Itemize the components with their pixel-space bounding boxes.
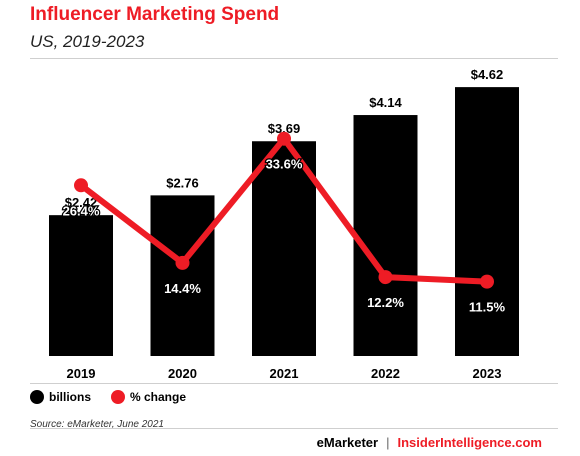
- brand-emarketer: eMarketer: [316, 435, 379, 450]
- legend-item-billions: billions: [30, 390, 91, 404]
- legend-label-change: % change: [130, 390, 187, 404]
- legend-label-billions: billions: [49, 390, 91, 404]
- bar-2022: [353, 115, 418, 356]
- legend-swatch-change: [111, 390, 125, 404]
- bar-value-label-2023: $4.62: [471, 67, 504, 82]
- change-value-label-2020: 14.4%: [164, 281, 201, 296]
- change-value-label-2022: 12.2%: [367, 295, 404, 310]
- change-point-2021: [277, 131, 291, 146]
- change-point-2020: [175, 255, 190, 270]
- change-point-2019: [74, 178, 88, 193]
- footer: eMarketer | InsiderIntelligence.com: [317, 435, 542, 450]
- x-tick-label-2019: 2019: [67, 366, 96, 381]
- bar-2019: [49, 215, 113, 356]
- bar-value-label-2022: $4.14: [369, 95, 402, 110]
- source-note: Source: eMarketer, June 2021: [30, 419, 164, 430]
- legend: billions % change: [30, 390, 206, 404]
- x-tick-label-2021: 2021: [270, 366, 299, 381]
- change-point-2023: [480, 274, 494, 289]
- brand-insider: InsiderIntelligence.com: [397, 435, 543, 450]
- change-value-label-2019: 26.4%: [63, 203, 100, 218]
- change-value-label-2023: 11.5%: [469, 300, 506, 315]
- legend-item-change: % change: [111, 390, 186, 404]
- bar-value-label-2021: $3.69: [268, 121, 301, 136]
- bar-2023: [455, 87, 519, 356]
- x-tick-label-2020: 2020: [168, 366, 197, 381]
- bar-value-label-2019: $2.42: [65, 195, 98, 210]
- legend-swatch-billions: [30, 390, 44, 404]
- change-value-label-2021: 33.6%: [266, 157, 303, 172]
- axis-divider: [30, 383, 558, 384]
- footer-separator: |: [386, 435, 390, 450]
- chart-subtitle: US, 2019-2023: [30, 32, 145, 51]
- x-tick-label-2023: 2023: [473, 366, 502, 381]
- chart-title: Influencer Marketing Spend: [30, 4, 280, 25]
- top-divider: [30, 58, 558, 59]
- bar-2021: [252, 141, 316, 356]
- change-point-2022: [378, 270, 393, 285]
- bar-value-label-2020: $2.76: [166, 175, 199, 190]
- footer-divider: [30, 428, 558, 429]
- bar-2020: [150, 195, 215, 356]
- x-tick-label-2022: 2022: [371, 366, 400, 381]
